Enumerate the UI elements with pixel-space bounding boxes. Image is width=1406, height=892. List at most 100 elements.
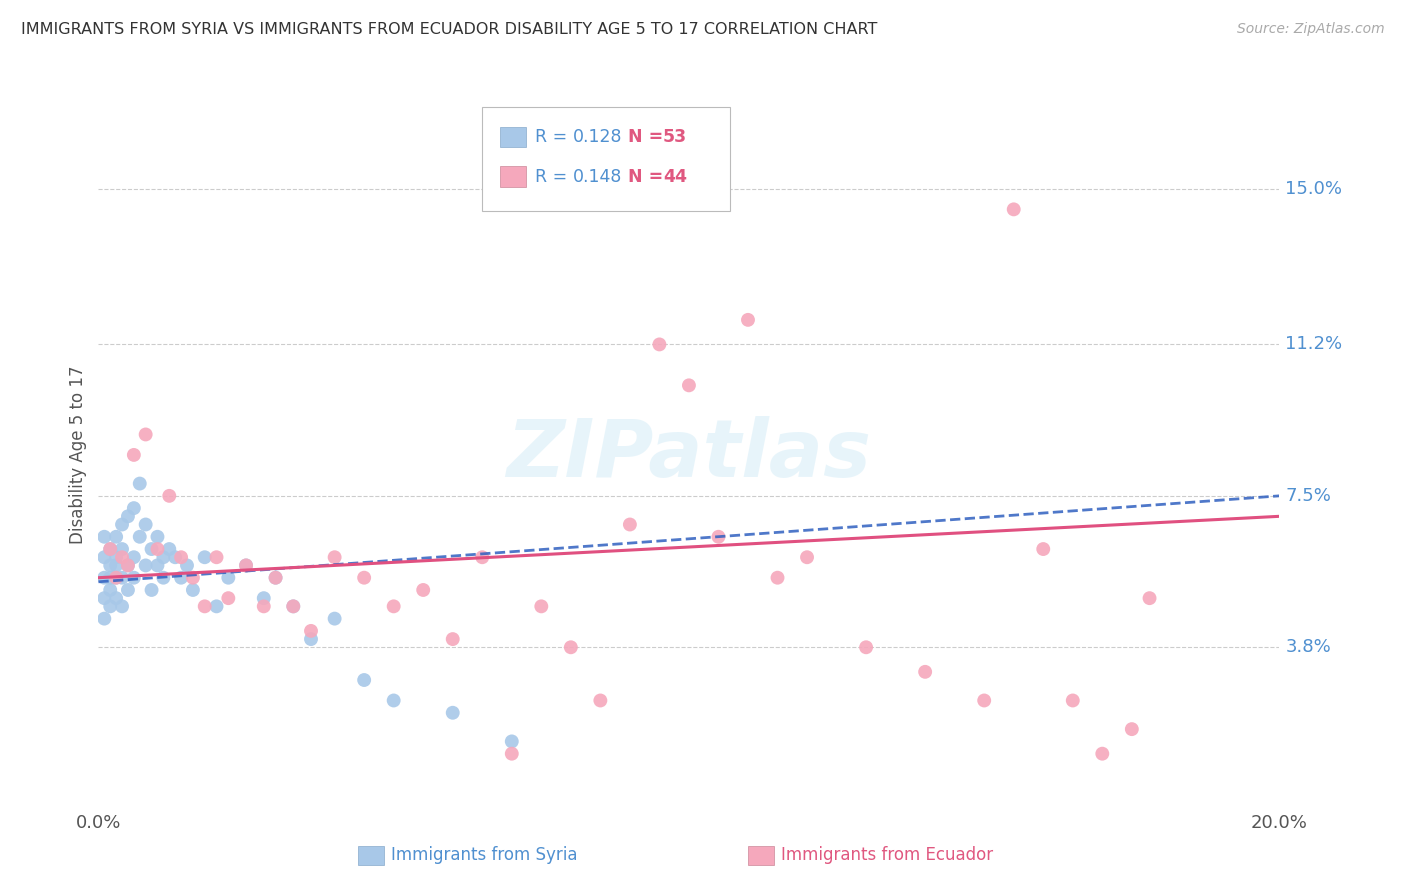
Point — [737, 313, 759, 327]
Text: 44: 44 — [664, 168, 688, 186]
Point — [111, 599, 134, 614]
Point — [471, 550, 494, 565]
Point — [235, 558, 257, 573]
Point — [152, 550, 174, 565]
Point — [530, 599, 553, 614]
Point — [98, 558, 121, 573]
Point — [253, 591, 276, 606]
Point — [1091, 747, 1114, 761]
Point — [111, 517, 134, 532]
Point — [105, 571, 128, 585]
Point — [501, 747, 523, 761]
Point — [766, 571, 789, 585]
Text: 53: 53 — [664, 128, 688, 146]
Point — [98, 582, 121, 597]
Point — [855, 640, 877, 655]
Point — [141, 582, 163, 597]
Text: Immigrants from Syria: Immigrants from Syria — [391, 846, 578, 864]
Point — [264, 571, 287, 585]
Point — [93, 612, 115, 626]
Point — [560, 640, 582, 655]
Point — [105, 591, 128, 606]
Point — [619, 517, 641, 532]
Point — [105, 571, 128, 585]
Point — [205, 599, 228, 614]
Point — [98, 571, 121, 585]
Point — [122, 550, 145, 565]
Point — [93, 571, 115, 585]
Point — [217, 571, 239, 585]
Point — [441, 706, 464, 720]
Text: 7.5%: 7.5% — [1285, 487, 1331, 505]
Point — [146, 542, 169, 557]
Point — [323, 550, 346, 565]
Text: N =: N = — [627, 168, 669, 186]
Point — [382, 599, 405, 614]
Point — [1139, 591, 1161, 606]
Point — [117, 558, 139, 573]
Point — [914, 665, 936, 679]
Point — [170, 571, 193, 585]
Point — [1121, 722, 1143, 736]
Text: IMMIGRANTS FROM SYRIA VS IMMIGRANTS FROM ECUADOR DISABILITY AGE 5 TO 17 CORRELAT: IMMIGRANTS FROM SYRIA VS IMMIGRANTS FROM… — [21, 22, 877, 37]
Point — [299, 624, 322, 638]
Point — [353, 571, 375, 585]
Point — [205, 550, 228, 565]
Point — [264, 571, 287, 585]
Text: 3.8%: 3.8% — [1285, 639, 1331, 657]
Point — [135, 517, 157, 532]
Point — [382, 693, 405, 707]
Point — [93, 530, 115, 544]
FancyBboxPatch shape — [748, 846, 773, 865]
Point — [117, 509, 139, 524]
Text: 0.128: 0.128 — [574, 128, 623, 146]
Point — [194, 550, 217, 565]
Y-axis label: Disability Age 5 to 17: Disability Age 5 to 17 — [69, 366, 87, 544]
Point — [501, 734, 523, 748]
Text: 0.148: 0.148 — [574, 168, 623, 186]
Point — [353, 673, 375, 687]
Point — [170, 550, 193, 565]
Point — [105, 558, 128, 573]
Point — [128, 530, 150, 544]
Point — [235, 558, 257, 573]
Point — [796, 550, 818, 565]
Text: 15.0%: 15.0% — [1285, 180, 1343, 198]
Text: N =: N = — [627, 128, 669, 146]
Point — [678, 378, 700, 392]
Point — [98, 542, 121, 557]
Point — [157, 542, 180, 557]
Point — [973, 693, 995, 707]
Point — [412, 582, 434, 597]
Point — [122, 571, 145, 585]
Point — [707, 530, 730, 544]
Point — [283, 599, 305, 614]
Point — [93, 591, 115, 606]
Point — [117, 558, 139, 573]
Point — [299, 632, 322, 646]
Point — [152, 571, 174, 585]
Point — [441, 632, 464, 646]
Point — [135, 558, 157, 573]
Point — [323, 612, 346, 626]
FancyBboxPatch shape — [482, 107, 730, 211]
Point — [98, 599, 121, 614]
FancyBboxPatch shape — [501, 166, 526, 187]
Point — [589, 693, 612, 707]
Point — [111, 542, 134, 557]
Point — [146, 558, 169, 573]
Point — [181, 582, 204, 597]
Point — [122, 448, 145, 462]
Point — [105, 530, 128, 544]
FancyBboxPatch shape — [359, 846, 384, 865]
Point — [194, 599, 217, 614]
Point — [122, 501, 145, 516]
Point — [283, 599, 305, 614]
Point — [165, 550, 187, 565]
Point — [146, 530, 169, 544]
Point — [117, 582, 139, 597]
Point — [111, 571, 134, 585]
Point — [176, 558, 198, 573]
Point — [1032, 542, 1054, 557]
Point — [135, 427, 157, 442]
